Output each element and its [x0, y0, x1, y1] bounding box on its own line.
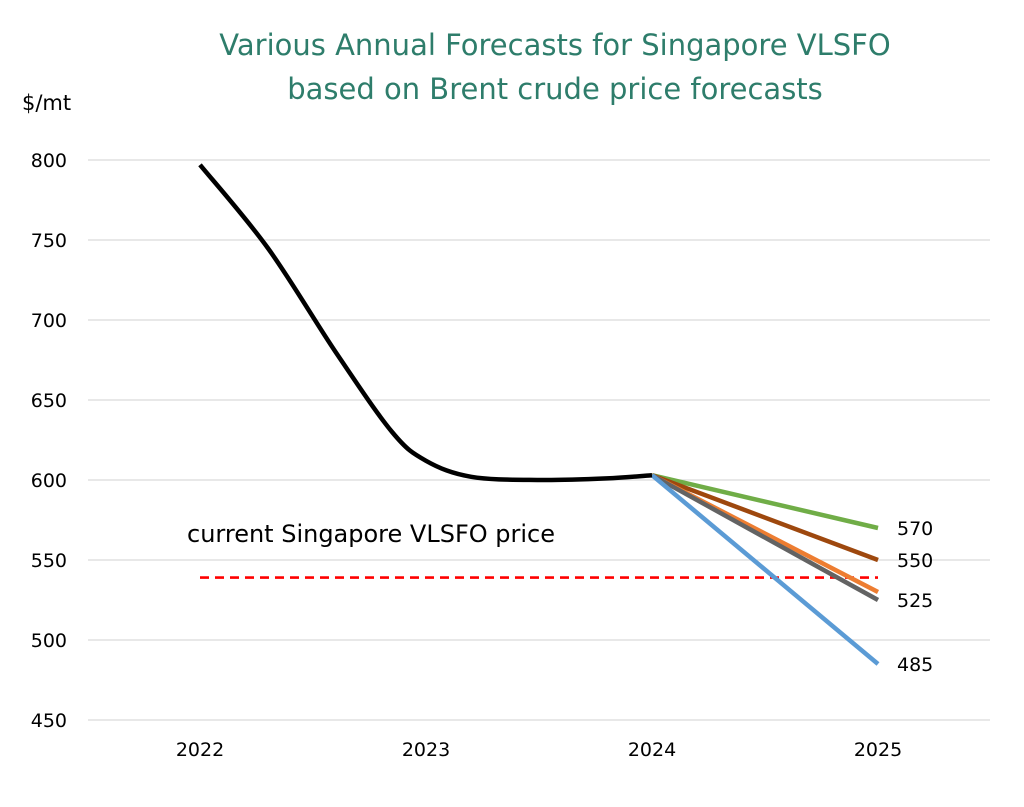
x-tick-label: 2023 — [402, 739, 450, 761]
x-tick-labels: 2022 2023 2024 2025 — [176, 739, 902, 761]
x-tick-label: 2022 — [176, 739, 224, 761]
y-tick-labels: 800 750 700 650 600 550 500 450 — [31, 150, 67, 732]
chart-title-line-2: based on Brent crude price forecasts — [287, 72, 823, 106]
forecast-line-4 — [650, 473, 880, 602]
y-tick-label: 600 — [31, 470, 67, 492]
y-tick-label: 550 — [31, 550, 67, 572]
reference-line-label: current Singapore VLSFO price — [187, 520, 555, 548]
y-tick-label: 500 — [31, 630, 67, 652]
grid-lines — [88, 159, 990, 721]
forecast-line-5 — [650, 473, 880, 666]
forecast-end-label: 550 — [897, 550, 933, 572]
y-tick-label: 650 — [31, 390, 67, 412]
x-tick-label: 2025 — [854, 739, 902, 761]
forecast-end-label: 525 — [897, 590, 933, 612]
y-tick-label: 750 — [31, 230, 67, 252]
forecast-end-label: 570 — [897, 518, 933, 540]
x-tick-label: 2024 — [628, 739, 676, 761]
forecast-end-label: 485 — [897, 654, 933, 676]
y-axis-label: $/mt — [22, 91, 71, 115]
end-labels: 570 550 525 485 — [897, 518, 933, 676]
reference-line-group: current Singapore VLSFO price — [187, 520, 878, 579]
historical-price-line — [198, 163, 653, 483]
y-tick-label: 800 — [31, 150, 67, 172]
chart-title-line-1: Various Annual Forecasts for Singapore V… — [219, 28, 890, 62]
series-lines — [198, 163, 880, 666]
forecast-line-1 — [651, 473, 879, 531]
forecast-line-2 — [651, 473, 879, 563]
y-tick-label: 700 — [31, 310, 67, 332]
y-tick-label: 450 — [31, 710, 67, 732]
